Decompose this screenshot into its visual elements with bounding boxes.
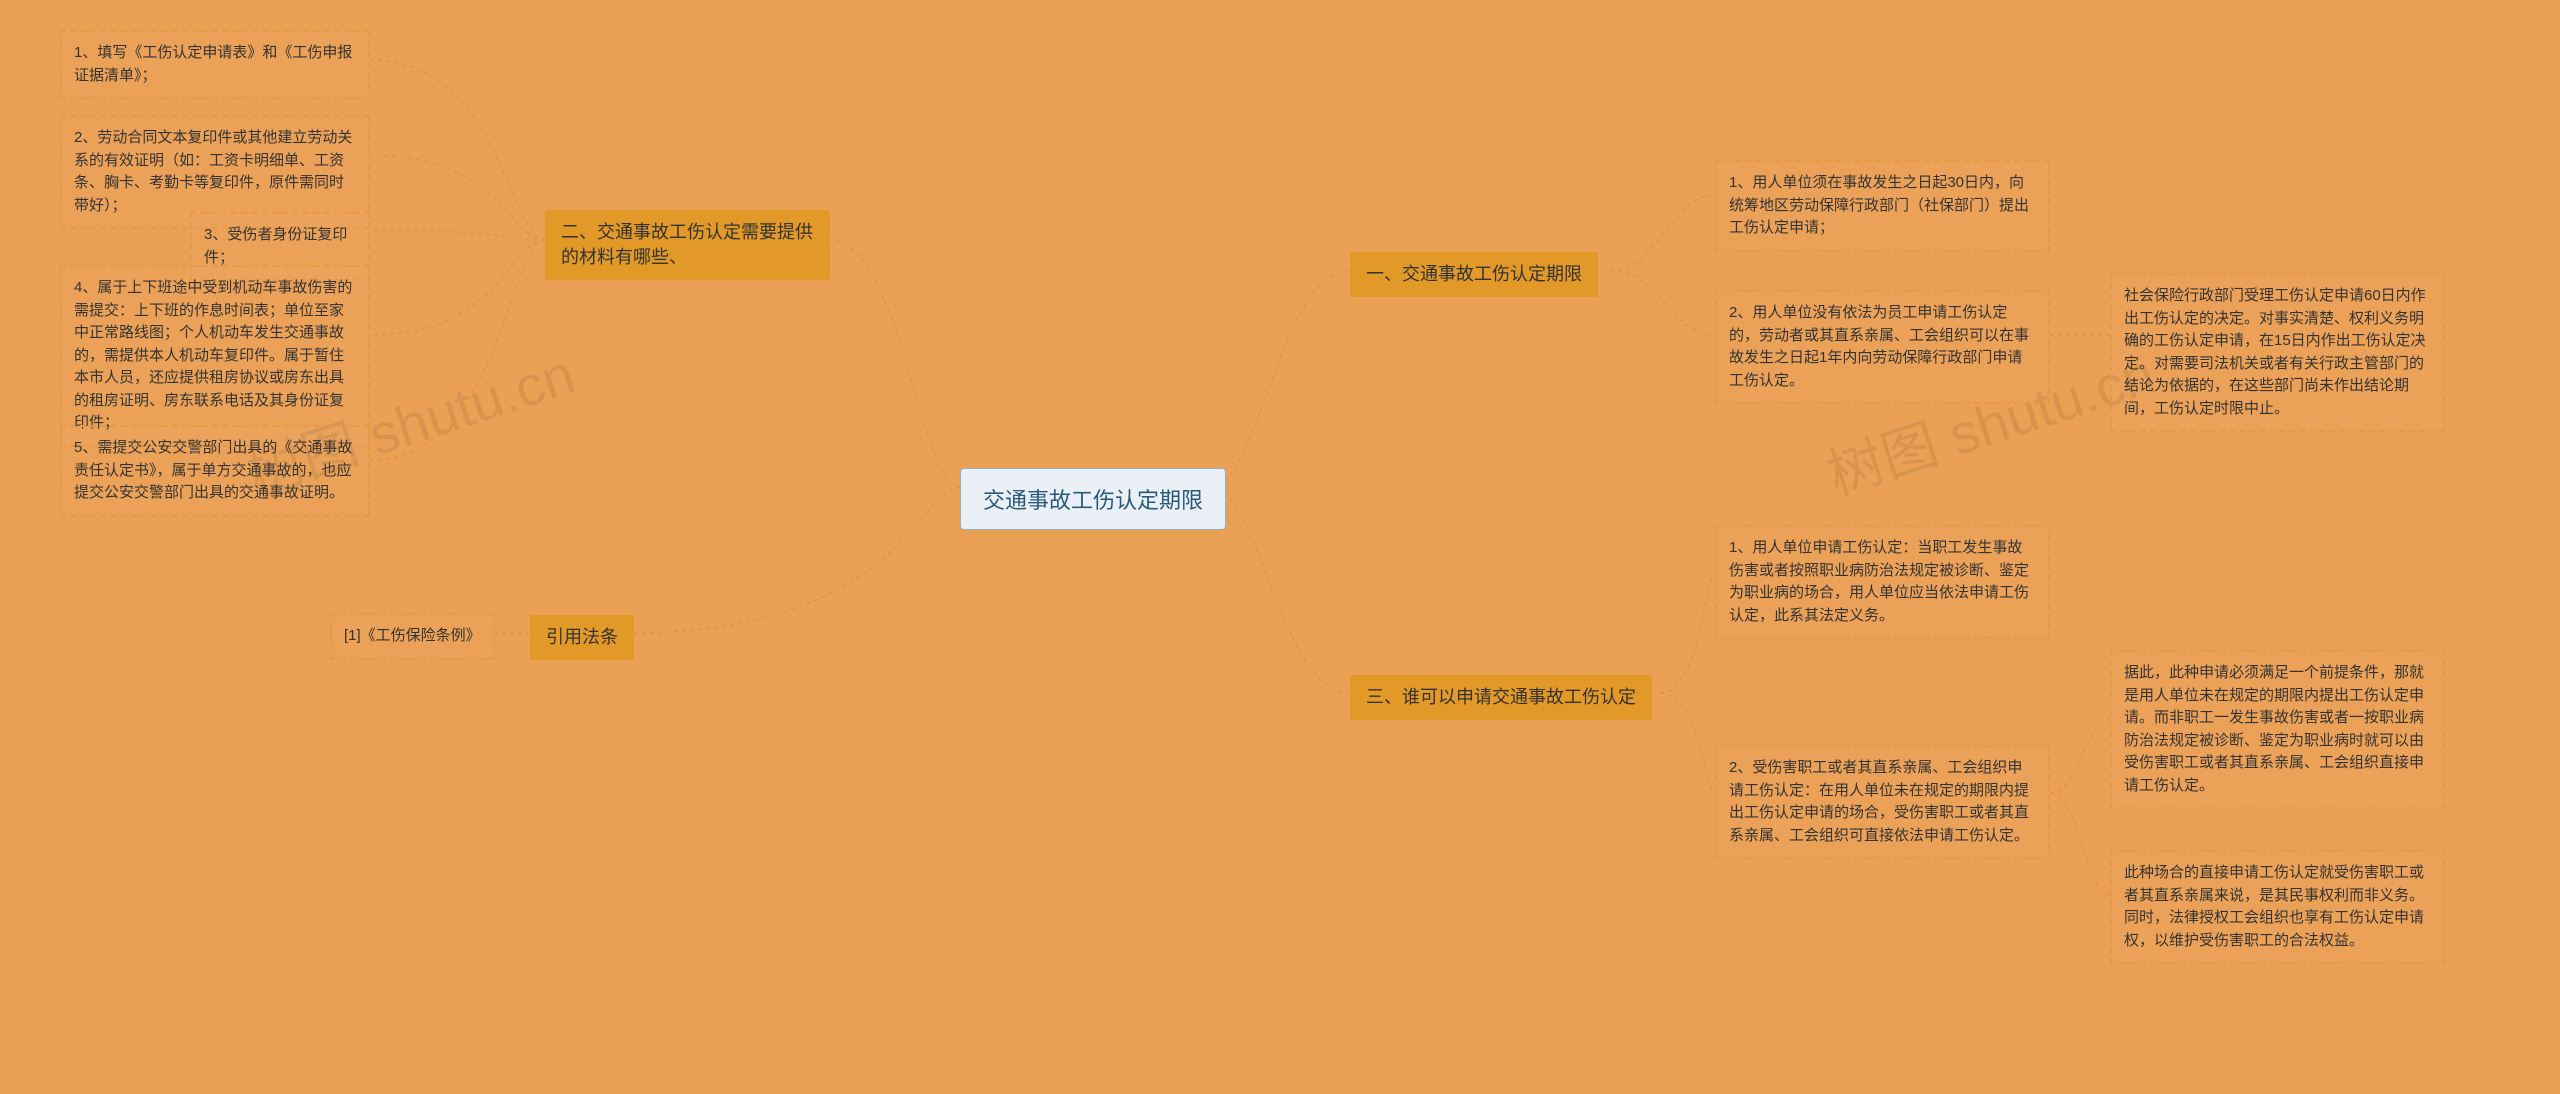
leaf-2-5: 5、需提交公安交警部门出具的《交通事故责任认定书》，属于单方交通事故的，也应提交… xyxy=(60,425,370,517)
leaf-1-1: 1、用人单位须在事故发生之日起30日内，向统筹地区劳动保障行政部门（社保部门）提… xyxy=(1715,160,2050,252)
leaf-3-1: 1、用人单位申请工伤认定：当职工发生事故伤害或者按照职业病防治法规定被诊断、鉴定… xyxy=(1715,525,2050,639)
branch-node-2: 二、交通事故工伤认定需要提供的材料有哪些、 xyxy=(545,210,830,280)
leaf-2-4: 4、属于上下班途中受到机动车事故伤害的需提交：上下班的作息时间表；单位至家中正常… xyxy=(60,265,370,447)
center-node: 交通事故工伤认定期限 xyxy=(960,468,1226,530)
leaf-4-1: [1]《工伤保险条例》 xyxy=(330,613,495,660)
branch-node-1: 一、交通事故工伤认定期限 xyxy=(1350,252,1598,297)
branch-node-3: 三、谁可以申请交通事故工伤认定 xyxy=(1350,675,1652,720)
branch-node-4: 引用法条 xyxy=(530,615,634,660)
leaf-2-1: 1、填写《工伤认定申请表》和《工伤申报证据清单》； xyxy=(60,30,370,99)
leaf-1-2a: 社会保险行政部门受理工伤认定申请60日内作出工伤认定的决定。对事实清楚、权利义务… xyxy=(2110,273,2445,432)
leaf-1-2: 2、用人单位没有依法为员工申请工伤认定的，劳动者或其直系亲属、工会组织可以在事故… xyxy=(1715,290,2050,404)
leaf-3-2b: 此种场合的直接申请工伤认定就受伤害职工或者其直系亲属来说，是其民事权利而非义务。… xyxy=(2110,850,2445,964)
leaf-3-2: 2、受伤害职工或者其直系亲属、工会组织申请工伤认定：在用人单位未在规定的期限内提… xyxy=(1715,745,2050,859)
leaf-3-2a: 据此，此种申请必须满足一个前提条件，那就是用人单位未在规定的期限内提出工伤认定申… xyxy=(2110,650,2445,809)
